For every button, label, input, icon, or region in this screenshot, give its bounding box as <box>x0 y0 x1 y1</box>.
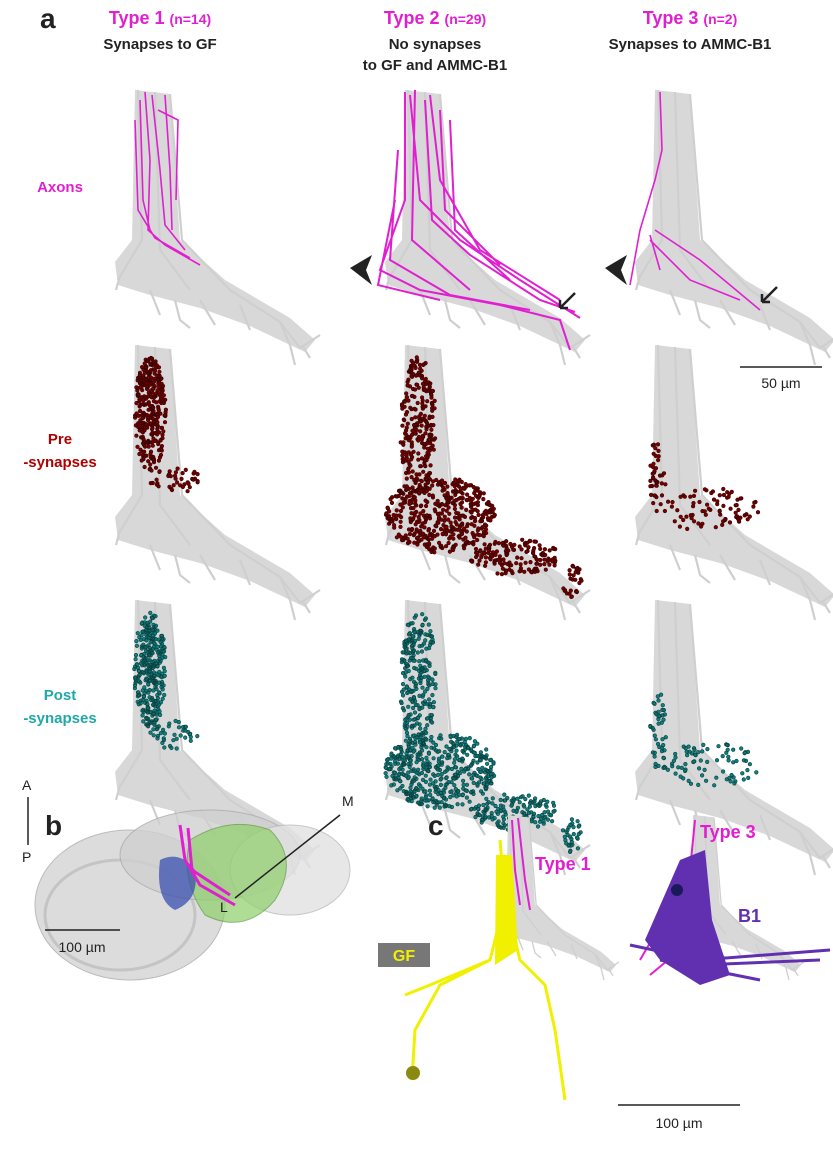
column-subtitle: Synapses to GF <box>103 36 216 53</box>
type-name: Type 2 <box>384 8 440 28</box>
arrowhead <box>605 255 627 285</box>
arrow <box>560 293 575 308</box>
type-name: Type 1 <box>109 8 165 28</box>
figure: a Type 1 (n=14) Synapses to GF Type 2 (n=2… <box>0 0 833 1163</box>
axis-label: P <box>22 849 31 865</box>
neuron-label: B1 <box>738 906 761 926</box>
column-subtitle: No synapses <box>389 36 482 53</box>
axis-label: L <box>220 899 228 915</box>
column-title: Type 2 (n=29) <box>384 8 486 28</box>
arrowhead <box>350 255 372 285</box>
count: (n=2) <box>703 11 737 27</box>
type-name: Type 3 <box>643 8 699 28</box>
row-label: -synapses <box>23 710 96 727</box>
scale-label: 100 µm <box>59 939 106 955</box>
count: (n=29) <box>445 11 487 27</box>
axis-label: M <box>342 793 354 809</box>
neuron-render <box>405 815 830 1100</box>
column-subtitle: Synapses to AMMC-B1 <box>609 36 772 53</box>
row-label: Pre <box>48 431 72 448</box>
column-subtitle: to GF and AMMC-B1 <box>363 57 507 74</box>
column-title: Type 3(n=2) <box>643 8 738 28</box>
panel-label: b <box>45 810 62 841</box>
panel-label: c <box>428 810 444 841</box>
count: (n=14) <box>170 11 212 27</box>
panel-label: a <box>40 3 56 34</box>
scale-label: 100 µm <box>656 1115 703 1131</box>
row-label: Post <box>44 687 77 704</box>
neuron-label: Type 3 <box>700 822 756 842</box>
column-title: Type 1 (n=14) <box>109 8 211 28</box>
row-label: Axons <box>37 179 83 196</box>
row-label: -synapses <box>23 454 96 471</box>
scale-label: 50 µm <box>761 375 800 391</box>
neuron-label: GF <box>393 948 415 965</box>
axis-label: A <box>22 777 32 793</box>
neuron-label: Type 1 <box>535 854 591 874</box>
